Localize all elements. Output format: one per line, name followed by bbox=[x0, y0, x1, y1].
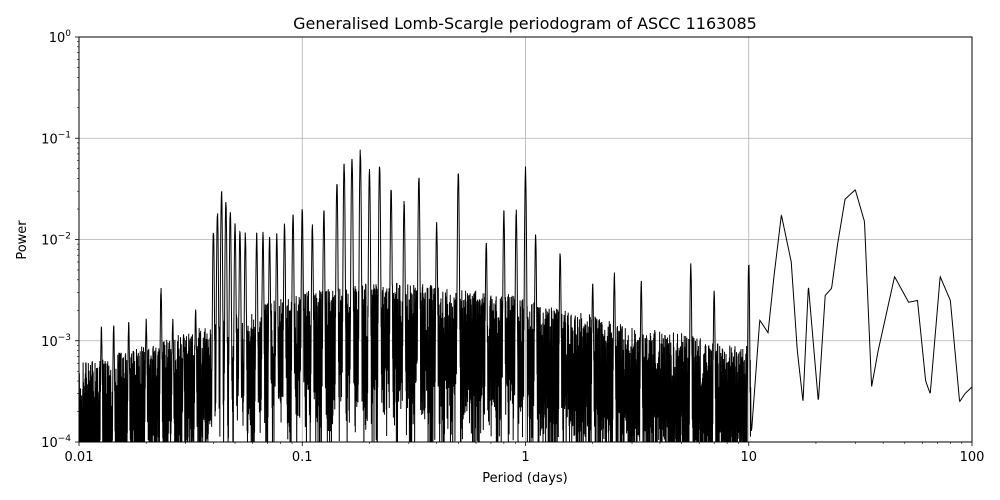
plot-area bbox=[79, 149, 972, 442]
x-tick-label: 10 bbox=[740, 450, 757, 465]
x-tick-label: 0.1 bbox=[292, 450, 313, 465]
y-tick-label: 100 bbox=[49, 29, 72, 46]
y-axis-ticks: 10−4 10−3 10−2 10−1 100 bbox=[41, 29, 79, 451]
y-axis-label: Power bbox=[15, 220, 30, 260]
y-tick-label: 10−1 bbox=[41, 130, 71, 147]
x-tick-label: 0.01 bbox=[65, 450, 94, 465]
y-tick-label: 10−4 bbox=[41, 434, 71, 451]
x-tick-label: 100 bbox=[960, 450, 985, 465]
chart-title: Generalised Lomb-Scargle periodogram of … bbox=[293, 14, 757, 33]
x-tick-label: 1 bbox=[521, 450, 529, 465]
y-tick-label: 10−3 bbox=[41, 333, 71, 350]
x-axis-ticks: 0.01 0.1 1 10 100 bbox=[65, 442, 985, 465]
periodogram-line bbox=[79, 149, 972, 442]
x-axis-label: Period (days) bbox=[482, 471, 568, 486]
y-tick-label: 10−2 bbox=[41, 232, 71, 249]
